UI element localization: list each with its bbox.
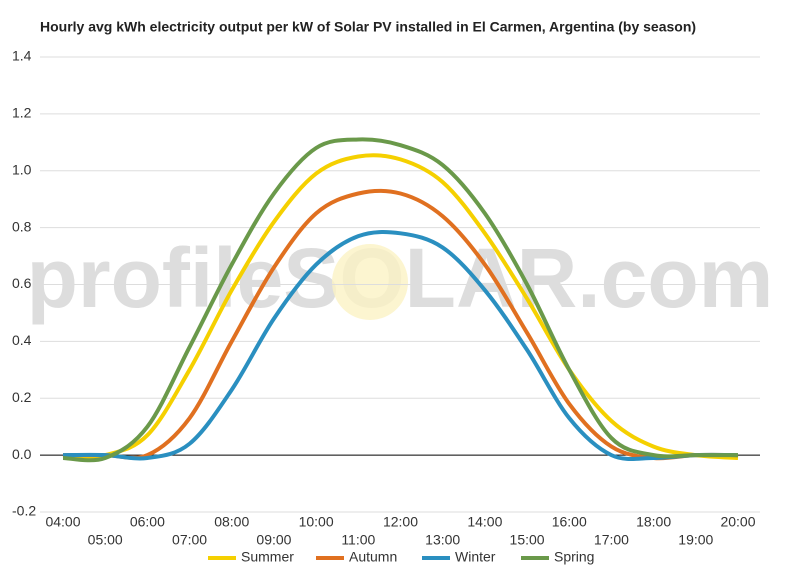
legend-label: Spring [554,549,594,565]
series-line [63,188,739,461]
x-tick-label: 05:00 [88,532,123,548]
chart-title: Hourly avg kWh electricity output per kW… [40,19,696,35]
watermark-sun [332,244,408,320]
y-tick-label: 0.0 [12,446,32,462]
x-tick-label: 13:00 [425,532,460,548]
series-line [62,137,738,463]
x-tick-label: 08:00 [214,514,249,530]
x-tick-label: 10:00 [299,514,334,530]
x-tick-label: 15:00 [510,532,545,548]
x-tick-label: 09:00 [256,532,291,548]
legend-label: Autumn [349,549,397,565]
legend-label: Winter [455,549,496,565]
x-tick-label: 07:00 [172,532,207,548]
x-tick-label: 18:00 [636,514,671,530]
y-tick-label: 1.0 [12,161,32,177]
x-tick-label: 20:00 [720,514,755,530]
x-tick-label: 04:00 [45,514,80,530]
y-tick-label: 0.6 [12,275,32,291]
x-tick-label: 06:00 [130,514,165,530]
y-tick-label: -0.2 [12,503,36,519]
y-tick-label: 0.2 [12,389,32,405]
x-tick-label: 11:00 [341,532,375,548]
y-tick-label: 1.2 [12,105,32,121]
x-tick-label: 16:00 [552,514,587,530]
y-tick-label: 1.4 [12,48,32,64]
x-tick-label: 19:00 [678,532,713,548]
x-tick-label: 17:00 [594,532,629,548]
y-tick-label: 0.8 [12,218,32,234]
series-line [62,153,739,460]
legend-label: Summer [241,549,294,565]
x-tick-label: 14:00 [467,514,502,530]
y-tick-label: 0.4 [12,332,32,348]
x-tick-label: 12:00 [383,514,418,530]
series-line [62,230,739,462]
